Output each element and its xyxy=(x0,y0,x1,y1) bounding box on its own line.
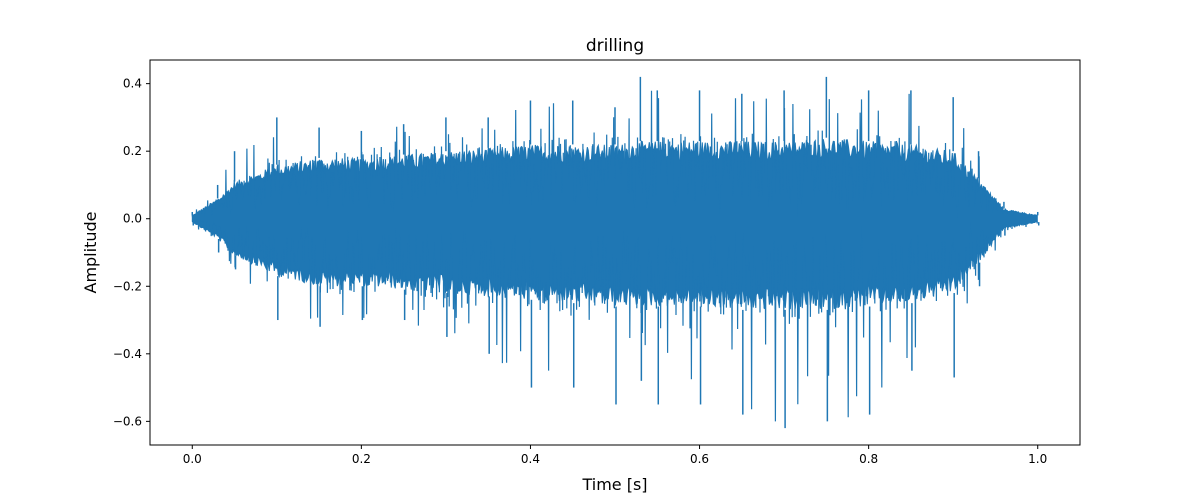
chart-title: drilling xyxy=(586,36,644,56)
x-tick-label: 0.2 xyxy=(352,452,371,466)
x-tick-label: 0.8 xyxy=(859,452,878,466)
waveform-series xyxy=(191,76,1040,429)
x-tick-label: 0.6 xyxy=(690,452,709,466)
y-tick-label: −0.2 xyxy=(113,279,142,293)
plot-layer xyxy=(191,76,1040,429)
y-axis-label: Amplitude xyxy=(81,212,100,294)
y-tick-label: 0.2 xyxy=(123,144,142,158)
waveform-trace xyxy=(191,90,1038,422)
x-axis: 0.0 0.2 0.4 0.6 0.8 1.0 xyxy=(183,445,1047,466)
y-tick-label: −0.4 xyxy=(113,347,142,361)
x-tick-label: 1.0 xyxy=(1028,452,1047,466)
x-axis-label: Time [s] xyxy=(581,475,647,494)
plot-frame xyxy=(149,59,1081,446)
y-axis: −0.6 −0.4 −0.2 0.0 0.2 0.4 xyxy=(113,77,150,428)
y-tick-label: −0.6 xyxy=(113,414,142,428)
y-tick-label: 0.4 xyxy=(123,77,142,91)
y-tick-label: 0.0 xyxy=(123,212,142,226)
x-tick-label: 0.4 xyxy=(521,452,540,466)
x-tick-label: 0.0 xyxy=(183,452,202,466)
